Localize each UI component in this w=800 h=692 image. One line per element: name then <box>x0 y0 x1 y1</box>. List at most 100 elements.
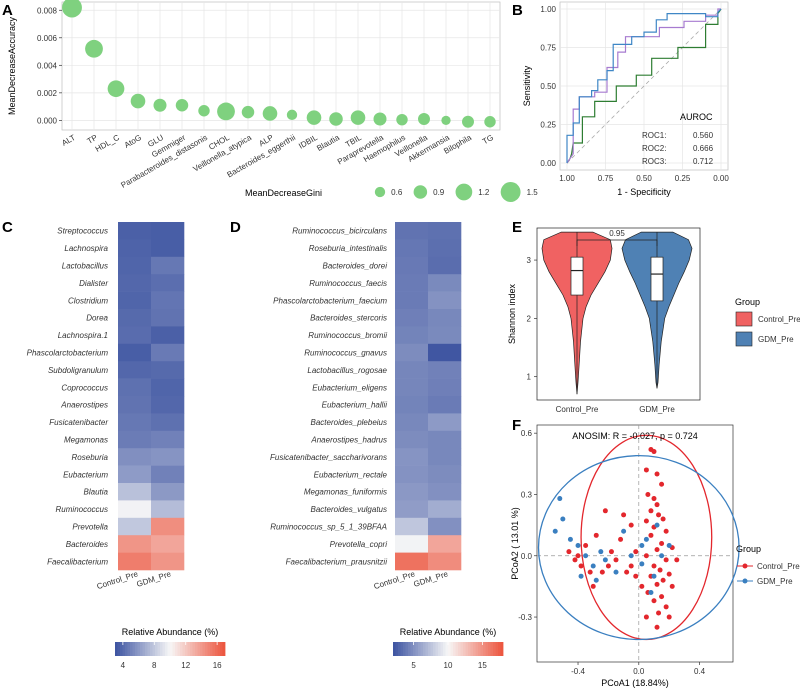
y-tick-label: 1.00 <box>540 5 556 14</box>
heatmap-cell-roseburia_intestinalis-1 <box>395 239 429 258</box>
colorbar-segment <box>192 642 196 656</box>
legend-title-f: Group <box>736 544 761 554</box>
row-label-eubacterium_eligens: Eubacterium_eligens <box>312 383 387 392</box>
gdm-point <box>659 553 665 559</box>
colorbar-segment <box>408 642 411 656</box>
control-point <box>663 528 669 534</box>
heatmap-cell-roseburia-2 <box>151 448 185 466</box>
gdm-point <box>621 528 627 534</box>
x-tick-label: 0.0 <box>633 667 645 676</box>
point-gemmiger <box>175 98 189 112</box>
colorbar-segment <box>217 642 221 656</box>
heatmap-cell-lachnospira.1-1 <box>118 326 152 345</box>
heatmap-cell-ruminococcus_bicirculans-2 <box>428 222 462 240</box>
colorbar-segment <box>485 642 489 656</box>
control-point <box>654 624 660 630</box>
colorbar-segment <box>202 642 206 656</box>
x-tick-label: Control_Pre <box>556 405 599 414</box>
x-tick-label: -0.4 <box>571 667 585 676</box>
control-point <box>566 549 572 555</box>
heatmap-cell-coprococcus-2 <box>151 378 185 397</box>
control-point <box>654 502 660 508</box>
row-label-lactobacillus: Lactobacillus <box>62 262 108 271</box>
y-tick-label: 0.004 <box>37 61 58 70</box>
panel-label-b: B <box>512 2 523 19</box>
heatmap-cell-lactobacillus_rogosae-2 <box>428 361 462 379</box>
heatmap-cell-eubacterium_eligens-1 <box>395 378 429 397</box>
x-tick-label: TP <box>86 133 99 146</box>
colorbar-segment <box>117 642 121 656</box>
colorbar-segment <box>490 642 494 656</box>
heatmap-cell-subdoligranulum-1 <box>118 361 152 379</box>
control-point <box>608 549 614 555</box>
row-label-anaerostipes: Anaerostipes <box>60 401 108 410</box>
auroc-legend-value: 0.666 <box>693 144 714 153</box>
column-label: GDM_Pre <box>413 569 450 589</box>
heatmap-cell-prevotella-1 <box>118 517 152 536</box>
y-axis-title: MeanDecreaseAccuracy <box>7 16 17 115</box>
control-point <box>587 569 593 575</box>
control-point <box>660 516 666 522</box>
plot-area-a <box>61 1 501 131</box>
heatmap-cell-faecalibacterium-2 <box>151 552 185 571</box>
x-tick-label: 0.75 <box>598 174 614 183</box>
heatmap-cell-anaerostipes_hadrus-1 <box>395 430 429 449</box>
control-point <box>666 614 672 620</box>
x-tick-label: Blautia <box>315 133 341 153</box>
control-point <box>663 557 669 563</box>
row-label-dialister: Dialister <box>79 279 108 288</box>
colorbar-segment <box>152 642 156 656</box>
heatmap-cell-streptococcus-1 <box>118 222 152 240</box>
gdm-point <box>552 528 558 534</box>
auroc-legend-title: AUROC <box>680 112 713 122</box>
size-legend-title: MeanDecreaseGini <box>245 188 322 198</box>
heatmap-cell-eubacterium_hallii-2 <box>428 396 462 414</box>
row-label-ruminococcus: Ruminococcus <box>56 505 108 514</box>
y-axis-title: PCoA2 ( 13.01 %) <box>510 507 520 580</box>
colorbar-segment <box>175 642 178 656</box>
column-label: Control_Pre <box>96 569 140 591</box>
heatmap-cell-fusicatenibacter-2 <box>151 413 185 432</box>
heatmap-cell-fusicatenibacter-1 <box>118 413 152 432</box>
heatmap-cell-eubacterium_hallii-1 <box>395 396 429 414</box>
x-tick-label: TG <box>481 133 495 146</box>
point-atog <box>130 93 146 109</box>
y-tick-label: 0.0 <box>521 552 533 561</box>
y-tick-label: 0.6 <box>521 429 533 438</box>
y-tick-label: 0.50 <box>540 82 556 91</box>
colorbar-segment <box>443 642 446 656</box>
colorbar-segment <box>418 642 421 656</box>
colorbar-segment <box>423 642 426 656</box>
heatmap-cell-bacteroides_plebeius-1 <box>395 413 429 432</box>
gdm-point <box>613 569 619 575</box>
control-point <box>618 536 624 542</box>
row-label-eubacterium_hallii: Eubacterium_hallii <box>322 401 388 410</box>
box-iqr <box>650 256 664 302</box>
control-point <box>605 563 611 569</box>
anosim-title: ANOSIM: R = -0.027, p = 0.724 <box>572 431 698 441</box>
control-point <box>651 496 657 502</box>
heatmap-cell-phascolarctobacterium_faecium-2 <box>428 291 462 310</box>
x-tick-label: 0.4 <box>694 667 706 676</box>
heatmap-cell-prevotella_copri-1 <box>395 535 429 553</box>
legend-label-f: Control_Pre <box>757 562 800 571</box>
heatmap-cell-lactobacillus-2 <box>151 256 185 275</box>
row-label-blautia: Blautia <box>84 488 109 497</box>
gdm-point <box>639 543 645 549</box>
heatmap-cell-anaerostipes_hadrus-2 <box>428 430 462 449</box>
colorbar-segment <box>453 642 456 656</box>
heatmap-cell-bacteroides_stercoris-1 <box>395 309 429 327</box>
x-tick-label: ALT <box>60 133 77 148</box>
colorbar-segment <box>440 642 444 656</box>
point-tg <box>484 116 496 128</box>
y-tick-label: 3 <box>527 256 532 265</box>
control-point <box>575 553 581 559</box>
colorbar-segment <box>130 642 133 656</box>
colorbar-segment <box>495 642 499 656</box>
heatmap-cell-megamonas_funiformis-1 <box>395 483 429 501</box>
colorbar-segment <box>458 642 461 656</box>
colorbar-segment <box>445 642 449 656</box>
colorbar-segment <box>185 642 188 656</box>
control-point <box>643 553 649 559</box>
x-tick-label: AtoG <box>123 133 143 150</box>
